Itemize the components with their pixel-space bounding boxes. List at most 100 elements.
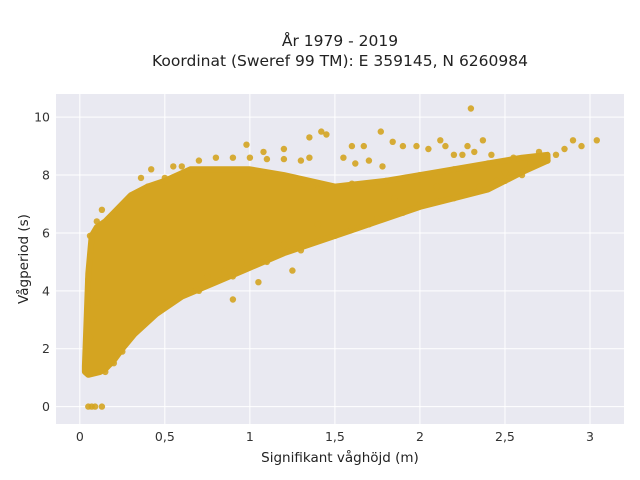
data-point <box>488 151 495 158</box>
data-point <box>85 276 92 283</box>
x-tick-label: 2 <box>416 429 424 444</box>
data-point <box>280 155 288 163</box>
data-point <box>399 142 407 150</box>
data-point <box>433 183 441 190</box>
data-point <box>377 128 384 135</box>
data-point <box>471 148 478 156</box>
data-point <box>178 163 185 170</box>
data-point <box>569 137 577 144</box>
data-point <box>360 142 367 150</box>
data-point <box>83 365 90 373</box>
chart-title-line-2: Koordinat (Sweref 99 TM): E 359145, N 62… <box>152 52 528 70</box>
data-point <box>86 334 94 341</box>
data-point <box>195 157 203 164</box>
data-point <box>314 221 322 228</box>
data-point <box>389 138 396 145</box>
y-tick-label: 10 <box>34 110 50 125</box>
x-tick-label: 0,5 <box>155 429 175 444</box>
data-point <box>110 212 118 219</box>
data-point <box>527 160 534 167</box>
data-point <box>510 154 517 161</box>
data-point <box>479 137 487 144</box>
data-point <box>340 154 347 161</box>
data-point <box>382 177 390 184</box>
data-point <box>86 232 94 239</box>
data-point <box>413 142 420 150</box>
data-point <box>246 154 254 161</box>
data-point <box>437 137 444 144</box>
tick-labels: 0 0,5 1 1,5 2 2,5 3 0 2 4 6 8 10 <box>34 110 594 444</box>
data-point <box>450 195 458 202</box>
data-point <box>501 169 509 176</box>
data-point <box>352 160 359 167</box>
x-tick-label: 2,5 <box>495 429 515 444</box>
data-point <box>365 221 373 228</box>
data-point <box>416 171 424 179</box>
x-tick-label: 1,5 <box>325 429 345 444</box>
data-point <box>280 145 288 153</box>
data-point <box>90 316 97 323</box>
data-point <box>314 186 322 193</box>
data-point <box>450 151 458 158</box>
data-point <box>170 163 177 170</box>
data-point <box>493 177 500 184</box>
data-point <box>306 154 313 161</box>
data-point <box>464 142 471 150</box>
data-point <box>93 218 101 225</box>
data-point <box>137 174 145 182</box>
data-point <box>243 141 250 148</box>
data-point <box>229 154 237 161</box>
data-point <box>544 157 551 164</box>
data-point <box>144 183 151 190</box>
data-point <box>204 273 211 280</box>
data-point <box>561 145 568 153</box>
data-point <box>365 157 373 164</box>
data-point <box>374 215 381 222</box>
data-point <box>501 177 509 184</box>
data-point <box>263 258 271 266</box>
data-point <box>212 154 220 161</box>
data-point <box>85 351 92 358</box>
data-point <box>450 166 458 173</box>
data-point <box>297 157 305 164</box>
y-tick-label: 4 <box>42 283 50 298</box>
data-point <box>306 134 313 141</box>
data-points <box>83 105 600 410</box>
data-point <box>98 206 106 213</box>
y-tick-label: 0 <box>42 399 50 414</box>
data-point <box>102 368 109 376</box>
data-point <box>578 142 585 150</box>
data-point <box>255 279 262 286</box>
data-point <box>331 232 339 239</box>
data-point <box>229 273 237 280</box>
data-point <box>289 267 296 274</box>
data-point <box>425 145 432 153</box>
y-tick-label: 6 <box>42 225 50 240</box>
y-axis-title: Vågperiod (s) <box>15 214 32 304</box>
x-tick-label: 3 <box>586 429 594 444</box>
data-point <box>260 148 267 156</box>
data-point <box>127 334 134 341</box>
data-point <box>263 155 271 163</box>
data-point <box>433 197 441 205</box>
data-point <box>297 247 305 254</box>
data-point <box>459 151 466 158</box>
data-point <box>246 247 254 254</box>
x-tick-label: 0 <box>76 429 84 444</box>
chart-title-line-1: År 1979 - 2019 <box>282 31 398 50</box>
data-point <box>91 403 99 410</box>
data-point <box>416 200 424 208</box>
data-point <box>318 128 325 135</box>
data-point <box>535 148 543 156</box>
data-point <box>593 137 600 144</box>
data-point <box>348 180 356 187</box>
data-point <box>476 183 483 190</box>
data-point <box>161 174 168 182</box>
data-point <box>348 224 356 231</box>
data-point <box>238 258 245 266</box>
data-point <box>161 299 168 306</box>
data-point <box>323 131 330 138</box>
data-point <box>467 189 475 196</box>
y-tick-label: 8 <box>42 168 50 183</box>
